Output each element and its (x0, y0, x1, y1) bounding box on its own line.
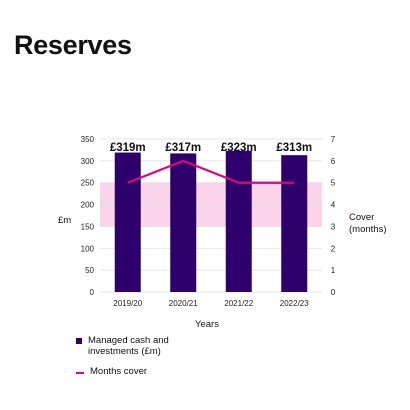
y-tick-label: 100 (81, 244, 95, 253)
y-tick-label: 150 (81, 222, 95, 231)
y2-tick-label: 2 (331, 244, 336, 253)
legend-item-line: Months cover (76, 366, 200, 377)
bar-layer (114, 150, 308, 292)
months-cover-line (127, 159, 295, 184)
bar-2021/22 (225, 150, 252, 292)
tick-layer: 0 50 100 150 200 250 300 350 0 1 2 3 4 5 6 7 2019/20 2020… (81, 135, 336, 308)
y2-tick-label: 6 (331, 157, 336, 166)
y-tick-label: 250 (81, 179, 95, 188)
legend-label: Months cover (90, 366, 148, 377)
data-label-layer: £319m £317m £323m £313m (110, 142, 312, 154)
page-title: Reserves (14, 30, 132, 60)
y-tick-label: 0 (90, 288, 95, 297)
x-tick-label: 2019/20 (113, 299, 142, 308)
x-tick-label: 2022/23 (280, 299, 309, 308)
y2-tick-label: 1 (331, 266, 336, 275)
y2-tick-label: 5 (331, 179, 336, 188)
bar-2020/21 (170, 153, 197, 292)
y-tick-label: 50 (85, 266, 94, 275)
y-tick-label: 350 (81, 135, 95, 144)
y2-tick-label: 4 (331, 201, 336, 210)
legend-label: Managed cash and investments (£m) (88, 335, 169, 357)
y-tick-label: 200 (81, 201, 95, 210)
data-label-2021/22: £323m (221, 142, 257, 154)
legend-item-bars: Managed cash and investments (£m) (76, 335, 200, 357)
y-tick-label: 300 (81, 157, 95, 166)
x-tick-label: 2020/21 (169, 299, 198, 308)
y-axis-title: £m (58, 215, 71, 226)
y2-tick-label: 0 (331, 288, 336, 297)
line-layer (127, 159, 295, 184)
y2-axis-title-line2: (months) (349, 224, 386, 235)
legend-swatch-bar (76, 338, 82, 344)
x-tick-label: 2021/22 (224, 299, 253, 308)
chart-legend: Managed cash and investments (£m) Months… (76, 335, 200, 377)
y2-tick-label: 3 (331, 222, 336, 231)
bar-2019/20 (114, 152, 141, 292)
x-axis-title: Years (195, 319, 219, 330)
y2-axis-title-line1: Cover (349, 212, 374, 223)
y2-tick-label: 7 (331, 135, 336, 144)
bar-2022/23 (281, 155, 308, 292)
data-label-2020/21: £317m (165, 142, 201, 154)
data-label-2019/20: £319m (110, 142, 146, 154)
data-label-2022/23: £313m (276, 142, 312, 154)
legend-swatch-line (76, 372, 84, 374)
